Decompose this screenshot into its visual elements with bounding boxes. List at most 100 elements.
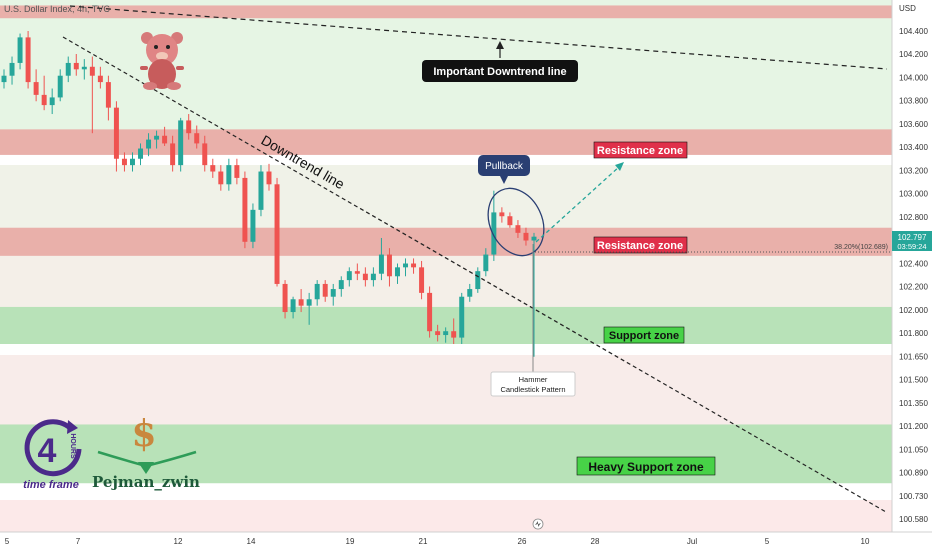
y-tick-label: 100.890	[899, 469, 928, 478]
candle-body	[81, 66, 87, 70]
y-tick-label: 104.000	[899, 73, 928, 82]
candle-body	[234, 165, 240, 178]
candle	[515, 220, 521, 238]
x-tick-label: 7	[76, 537, 81, 546]
candle	[25, 31, 31, 89]
timeframe-caption: time frame	[23, 479, 79, 491]
candle-body	[282, 283, 288, 313]
resistance-zone	[0, 129, 892, 155]
candle-body	[306, 299, 312, 306]
candle-body	[49, 97, 55, 106]
y-tick-label: 101.800	[899, 329, 928, 338]
resistance-lower-label-box	[593, 236, 688, 254]
x-tick-label: 14	[247, 537, 256, 546]
candle-body	[427, 292, 433, 332]
candle-body	[362, 273, 368, 281]
y-tick-label: 103.600	[899, 120, 928, 129]
heavy-support-label-box	[576, 456, 716, 476]
candle-body	[411, 263, 417, 268]
candle-body	[314, 283, 320, 300]
projection-line[interactable]	[535, 165, 621, 243]
candle	[507, 212, 513, 228]
candle	[17, 33, 23, 70]
candle	[475, 267, 481, 293]
refresh-arc-icon	[24, 419, 82, 477]
x-tick-label: 10	[861, 537, 870, 546]
candle-body	[178, 120, 184, 166]
y-tick-label: 102.000	[899, 306, 928, 315]
candle	[266, 163, 272, 191]
candle	[121, 152, 127, 172]
pullback-label-box	[478, 155, 530, 176]
candle-body	[338, 280, 344, 290]
background-band	[0, 165, 892, 231]
time-axis-bg	[0, 532, 932, 550]
candle	[89, 56, 95, 134]
important-downtrend-arrow-icon	[496, 41, 504, 49]
horns-tip-icon	[138, 462, 154, 474]
candle	[459, 292, 465, 344]
candle-body	[33, 82, 39, 95]
y-tick-label: 102.200	[899, 283, 928, 292]
author-logo: $ Pejman_zwin	[92, 413, 200, 491]
candle-body	[1, 75, 7, 83]
y-tick-label: 103.200	[899, 166, 928, 175]
fib-label: 38.20%(102.689)	[834, 244, 888, 251]
y-tick-label: 102.400	[899, 259, 928, 268]
hammer-label-line2: Candlestick Pattern	[500, 385, 565, 394]
candle	[411, 258, 417, 274]
candle-body	[443, 331, 449, 336]
candle-body	[138, 148, 144, 159]
candle-body	[218, 171, 224, 185]
candle-body	[266, 171, 272, 185]
pullback-ellipse	[487, 187, 545, 257]
candle	[226, 158, 232, 191]
candle	[523, 227, 529, 246]
candle-body	[499, 212, 505, 217]
important-downtrend-line[interactable]	[69, 5, 888, 70]
price-tag-countdown: 03:59:24	[897, 242, 926, 251]
candle	[483, 248, 489, 277]
heavy-support-label: Heavy Support zone	[588, 460, 704, 474]
bolt-icon	[535, 521, 541, 527]
dollar-icon: $	[131, 413, 156, 455]
downtrend-line[interactable]	[62, 36, 887, 513]
candle-body	[523, 232, 529, 241]
heavy-support-zone	[0, 424, 892, 484]
x-tick-label: 26	[518, 537, 527, 546]
candle	[105, 75, 111, 121]
hammer-label-box	[490, 371, 576, 397]
hammer-label-line1: Hammer	[519, 375, 548, 384]
important-downtrend-label: Important Downtrend line	[433, 66, 566, 78]
candle-body	[419, 267, 425, 293]
timeframe-unit: HOURS	[69, 433, 76, 459]
y-tick-label: 101.500	[899, 376, 928, 385]
candle-body	[491, 212, 497, 255]
candle	[419, 260, 425, 300]
price-axis-bg	[892, 0, 932, 532]
x-tick-label: 28	[591, 537, 600, 546]
candle	[346, 267, 352, 287]
resistance-upper-label: Resistance zone	[597, 145, 683, 157]
candle-body	[226, 165, 232, 185]
candle-body	[378, 254, 384, 274]
price-tag-value: 102.797	[898, 233, 927, 242]
candle	[306, 292, 312, 325]
resistance-lower-label: Resistance zone	[597, 240, 683, 252]
y-tick-label: 103.800	[899, 97, 928, 106]
candle	[73, 53, 79, 76]
candle-body	[202, 143, 208, 166]
x-tick-label: 5	[765, 537, 770, 546]
candle-body	[17, 37, 23, 63]
y-tick-label: 100.730	[899, 492, 928, 501]
candle	[9, 56, 15, 85]
candle	[314, 280, 320, 306]
candle-body	[146, 139, 152, 149]
candle	[218, 165, 224, 191]
candle	[138, 143, 144, 166]
candle	[467, 283, 473, 302]
y-tick-label: 101.650	[899, 352, 928, 361]
candle	[370, 267, 376, 287]
